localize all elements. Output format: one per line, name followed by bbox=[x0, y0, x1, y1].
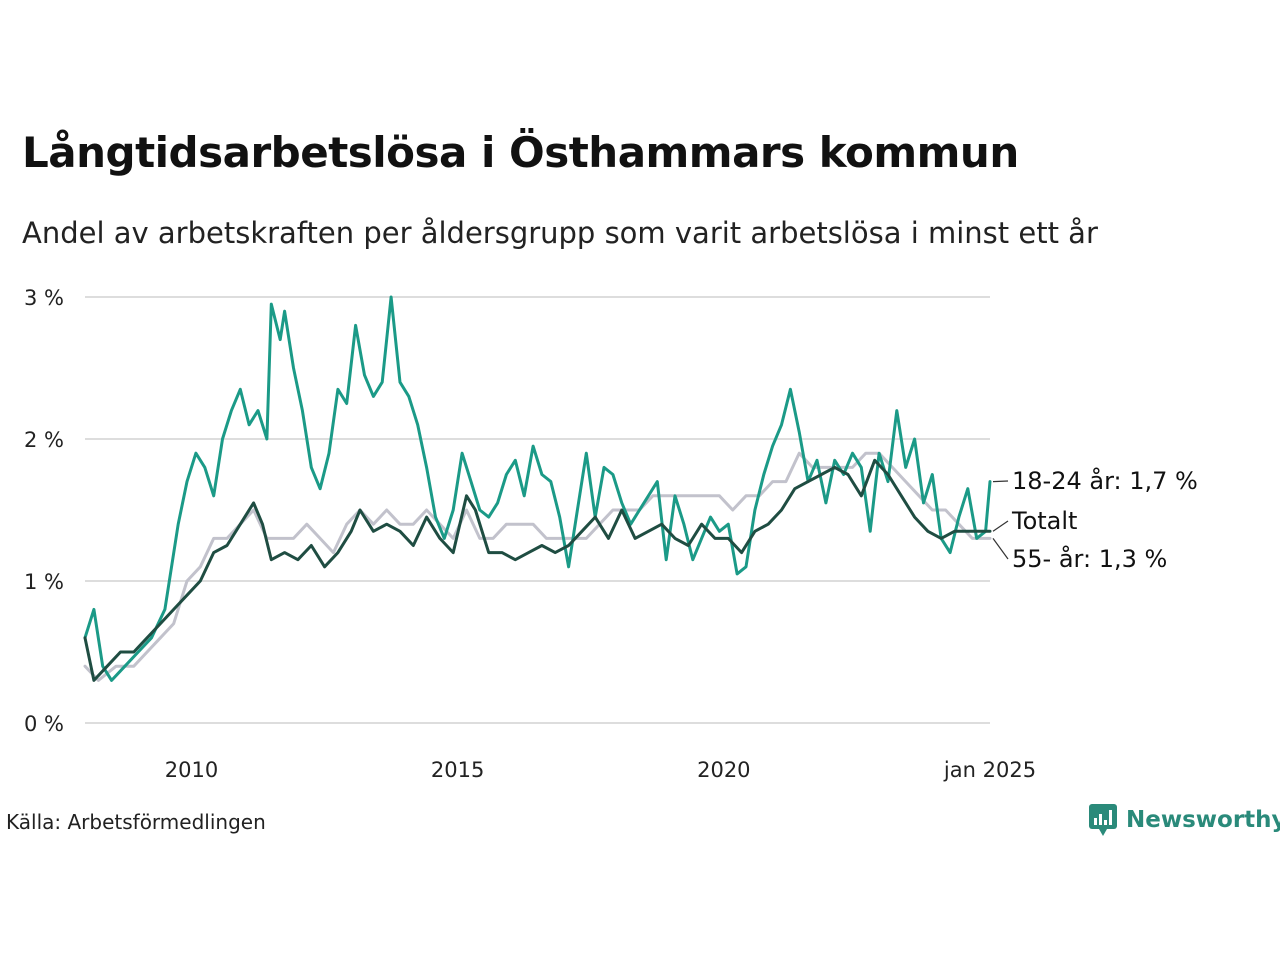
y-tick-label: 1 % bbox=[24, 570, 64, 594]
y-tick-label: 2 % bbox=[24, 428, 64, 452]
newsworthy-logo-icon bbox=[1089, 804, 1117, 836]
x-tick-label: 2015 bbox=[431, 758, 484, 782]
series-line-youth bbox=[83, 295, 992, 682]
series-end-label-youth: 18-24 år: 1,7 % bbox=[1012, 466, 1198, 495]
series-end-label-total: Totalt bbox=[1011, 507, 1077, 535]
x-tick-label: jan 2025 bbox=[943, 758, 1036, 782]
x-tick-label: 2020 bbox=[697, 758, 750, 782]
label-leader-line bbox=[992, 480, 1009, 483]
y-tick-label: 3 % bbox=[24, 286, 64, 310]
y-tick-label: 0 % bbox=[24, 712, 64, 736]
label-leader-line bbox=[992, 520, 1009, 532]
brand-logo: Newsworthy bbox=[1088, 803, 1280, 837]
series-end-label-older: 55- år: 1,3 % bbox=[1012, 544, 1167, 573]
label-leader-line bbox=[992, 538, 1009, 560]
series-line-total bbox=[83, 458, 992, 682]
x-tick-label: 2010 bbox=[165, 758, 218, 782]
chart-subtitle: Andel av arbetskraften per åldersgrupp s… bbox=[22, 216, 1098, 250]
source-note: Källa: Arbetsförmedlingen bbox=[6, 810, 266, 834]
chart-title: Långtidsarbetslösa i Östhammars kommun bbox=[22, 128, 1019, 177]
brand-name: Newsworthy bbox=[1126, 807, 1280, 833]
